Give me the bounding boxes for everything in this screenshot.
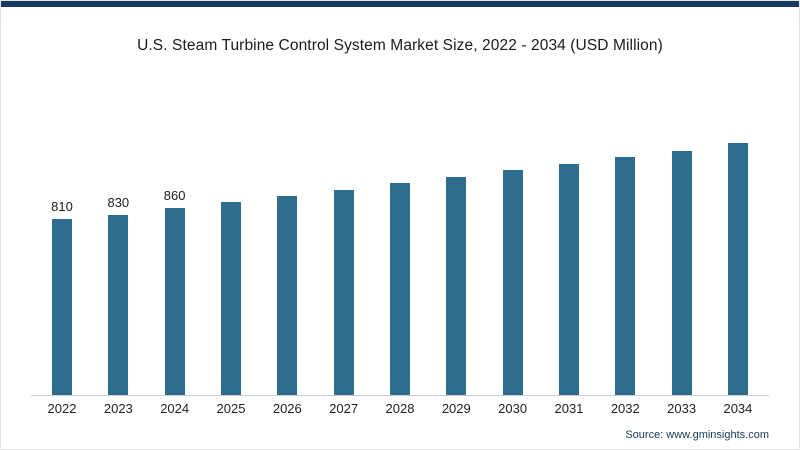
- x-tick-label: 2033: [667, 401, 697, 416]
- x-tick-label: 2022: [47, 401, 77, 416]
- bar: [220, 202, 241, 395]
- bar: [615, 157, 636, 395]
- bar: [52, 219, 72, 395]
- bar-column: [264, 86, 310, 395]
- bar: [558, 164, 579, 395]
- bar: [389, 183, 410, 395]
- x-tick-label: 2029: [441, 401, 471, 416]
- bar-column: [490, 86, 536, 395]
- bar-column: [659, 86, 705, 395]
- bar-column: [602, 86, 648, 395]
- bar-chart-plot-area: 810 830 860: [31, 86, 769, 396]
- bar: [333, 190, 354, 395]
- x-tick-label: 2031: [554, 401, 584, 416]
- bar-column: [715, 86, 761, 395]
- x-tick-label: 2034: [723, 401, 753, 416]
- x-tick-label: 2030: [498, 401, 528, 416]
- bar: [727, 143, 748, 395]
- x-tick-label: 2023: [103, 401, 133, 416]
- bar: [502, 170, 523, 395]
- bar: [446, 177, 467, 395]
- bar: [671, 151, 692, 395]
- bar-column: [321, 86, 367, 395]
- bar-column: 810: [39, 86, 85, 395]
- bar-column: [377, 86, 423, 395]
- x-tick-label: 2027: [329, 401, 359, 416]
- bar-column: [546, 86, 592, 395]
- bar: [164, 208, 185, 395]
- x-axis-tick-row: 2022 2023 2024 2025 2026 2027 2028 2029 2030 2031…: [31, 401, 769, 416]
- bar: [277, 196, 298, 395]
- bar-value-label: 810: [51, 199, 73, 214]
- bar-column: 830: [95, 86, 141, 395]
- chart-title: U.S. Steam Turbine Control System Market…: [137, 37, 663, 54]
- x-tick-label: 2032: [610, 401, 640, 416]
- bar-value-label: 860: [163, 188, 186, 203]
- bar-value-label: 830: [107, 195, 130, 210]
- bar: [108, 215, 129, 395]
- x-tick-label: 2026: [272, 401, 302, 416]
- x-tick-label: 2025: [216, 401, 246, 416]
- bar-column: 860: [152, 86, 198, 395]
- x-tick-label: 2024: [160, 401, 190, 416]
- bar-column: [433, 86, 479, 395]
- source-attribution: Source: www.gminsights.com: [625, 429, 769, 441]
- top-accent-strip: [1, 1, 799, 7]
- x-tick-label: 2028: [385, 401, 415, 416]
- bar-column: [208, 86, 254, 395]
